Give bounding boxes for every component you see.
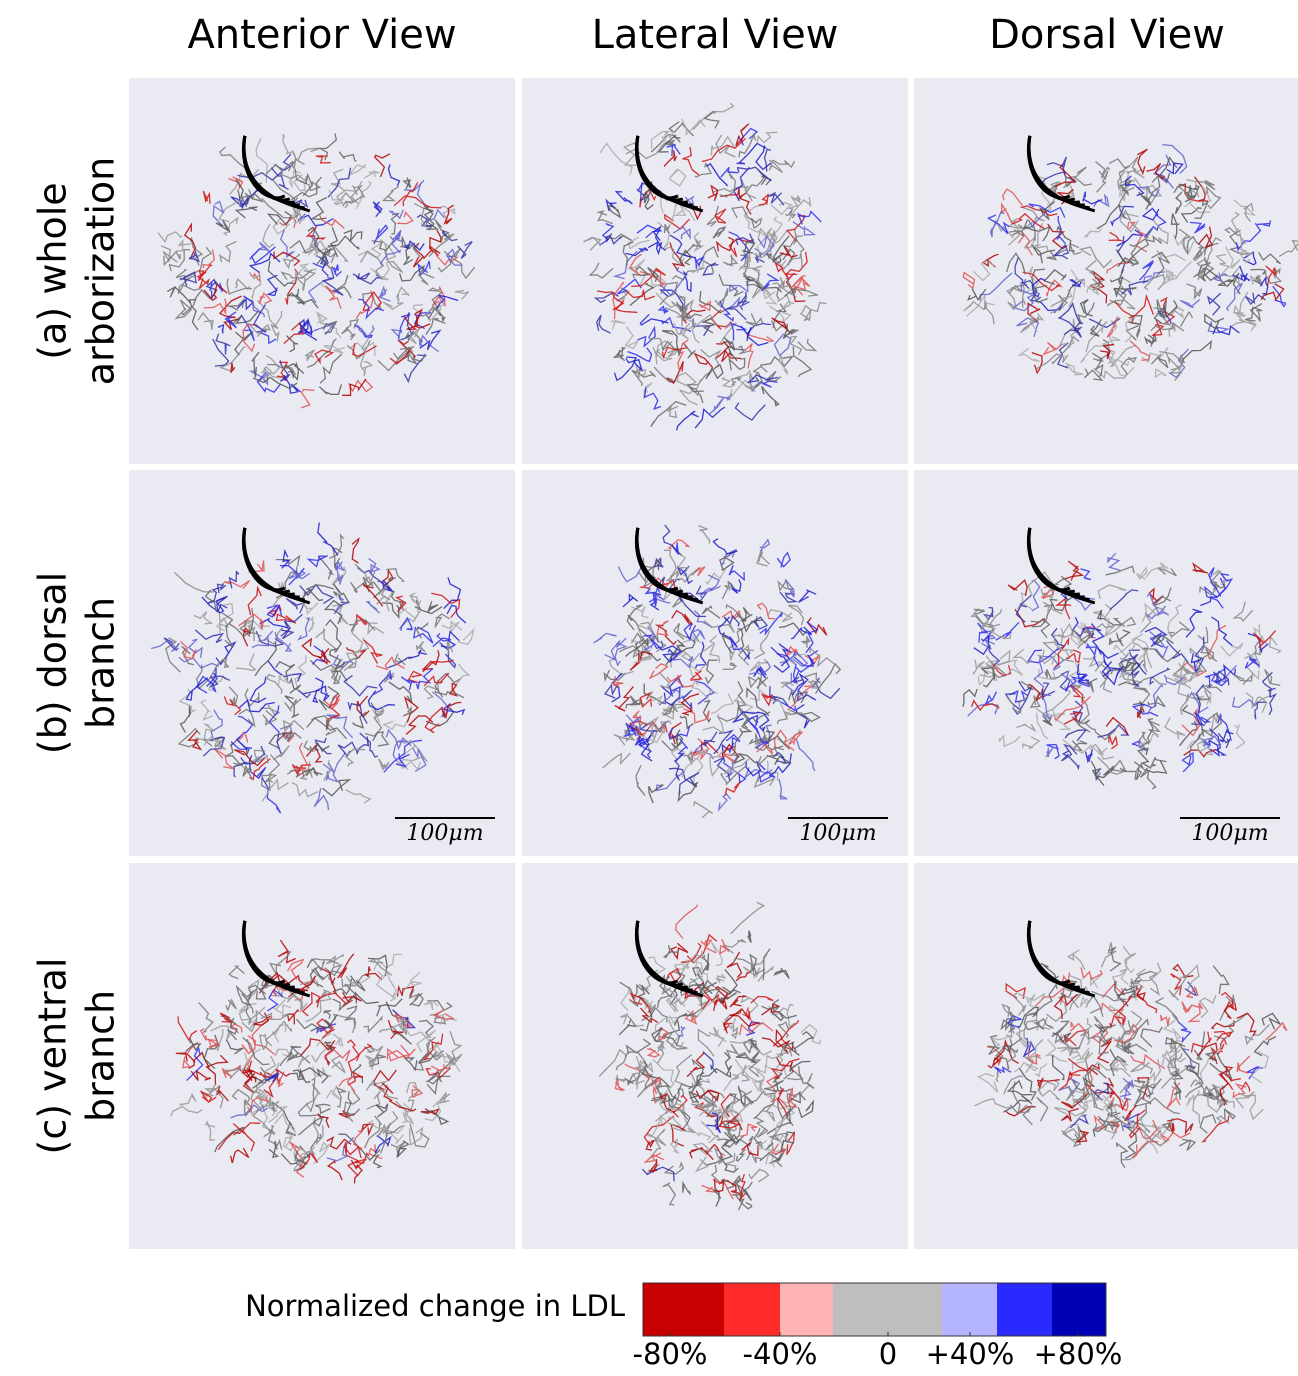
panel (129, 863, 515, 1249)
colorbar-segment (942, 1283, 997, 1336)
row-label: branch (79, 990, 123, 1122)
colorbar-segment (724, 1283, 780, 1336)
panel-background (522, 470, 908, 856)
panel (522, 470, 908, 856)
row-label: (a) whole (31, 182, 75, 359)
panel (914, 470, 1298, 856)
panel (129, 470, 515, 856)
colorbar-tick-label: -80% (633, 1337, 708, 1371)
panel (914, 863, 1298, 1249)
panel (914, 78, 1298, 464)
panel-background (914, 863, 1298, 1249)
panel-grid (129, 78, 1298, 1249)
row-label: (c) ventral (31, 958, 75, 1155)
panel-background (129, 78, 515, 464)
colorbar-segment (997, 1283, 1052, 1336)
scale-bar-label: 100μm (799, 821, 876, 846)
colorbar-tick-label: -40% (743, 1337, 818, 1371)
scale-bar-label: 100μm (1191, 821, 1268, 846)
scale-bar-label: 100μm (406, 821, 483, 846)
figure: Anterior View Lateral View Dorsal View (a) … (0, 0, 1298, 1372)
panel-background (914, 78, 1298, 464)
colorbar-tick-label: +80% (1034, 1337, 1123, 1371)
colorbar-segment (1052, 1283, 1106, 1336)
panel (129, 78, 515, 464)
colorbar-label: Normalized change in LDL (245, 1289, 625, 1323)
colorbar-tick-label: 0 (879, 1337, 897, 1371)
panel (522, 863, 908, 1249)
row-label: arborization (79, 157, 123, 385)
colorbar-segment (780, 1283, 833, 1336)
colorbar-segment (643, 1283, 724, 1336)
column-title: Dorsal View (989, 12, 1225, 58)
column-title: Lateral View (592, 12, 839, 58)
panel (522, 78, 908, 464)
row-label: (b) dorsal (31, 572, 75, 755)
colorbar-tick-label: +40% (926, 1337, 1015, 1371)
colorbar-segment (833, 1283, 942, 1336)
row-label: branch (79, 597, 123, 729)
column-title: Anterior View (187, 12, 456, 58)
colorbar: Normalized change in LDL-80% -40% 0 +40% +80… (245, 1283, 1122, 1371)
